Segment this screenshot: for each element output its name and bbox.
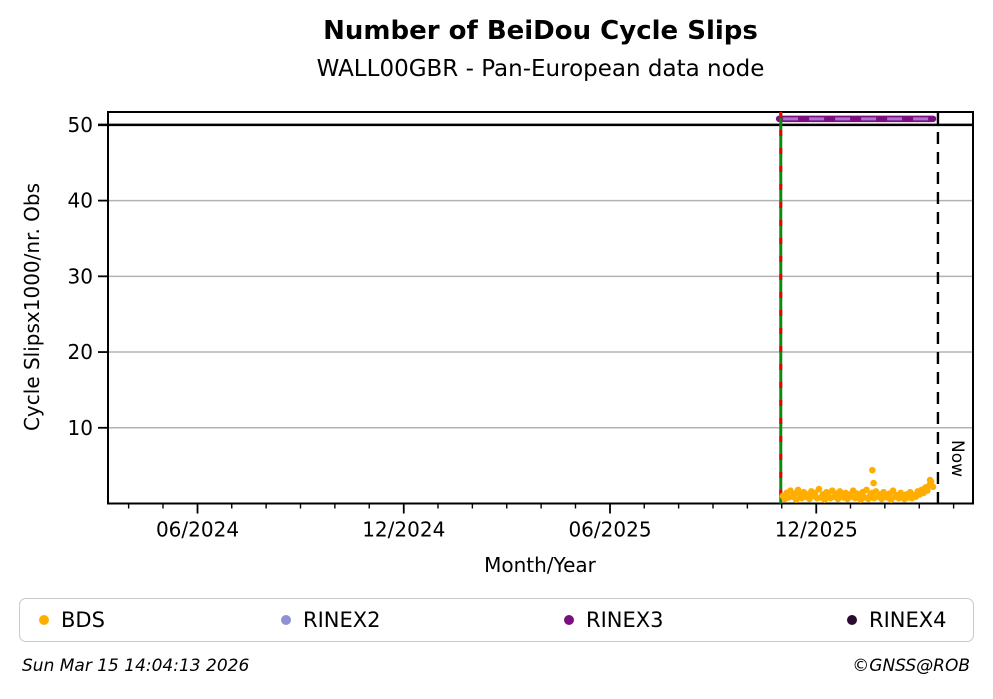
legend-label: BDS <box>61 607 105 632</box>
y-tick-label: 40 <box>68 189 93 213</box>
legend-label: RINEX4 <box>869 607 947 632</box>
now-label: Now <box>947 440 967 477</box>
timestamp: Sun Mar 15 14:04:13 2026 <box>22 656 250 676</box>
y-axis-title: Cycle Slipsx1000/nr. Obs <box>20 182 44 432</box>
legend-label: RINEX2 <box>303 607 381 632</box>
legend-item-rinex4: RINEX4 <box>847 599 947 640</box>
rinex4-marker-icon <box>847 614 857 625</box>
y-tick-label: 10 <box>68 416 93 440</box>
bds-outlier-point <box>926 476 934 484</box>
footer: Sun Mar 15 14:04:13 2026 ©GNSS@ROB <box>22 656 970 676</box>
chart-title: Number of BeiDou Cycle Slips <box>323 16 758 46</box>
bds-point <box>792 496 800 504</box>
legend-item-bds: BDS <box>39 599 105 640</box>
bds-point <box>929 483 937 491</box>
bds-outlier-point <box>870 479 877 487</box>
legend-item-rinex3: RINEX3 <box>564 599 664 640</box>
legend: BDS RINEX2 RINEX3 RINEX4 <box>19 598 974 642</box>
bds-point <box>923 487 931 494</box>
bds-point <box>815 485 823 493</box>
y-tick-label: 20 <box>68 340 93 364</box>
chart-subtitle: WALL00GBR - Pan-European data node <box>316 56 765 82</box>
x-tick-label: 06/2025 <box>568 518 651 542</box>
bds-marker-icon <box>39 614 49 625</box>
credit: ©GNSS@ROB <box>852 656 970 676</box>
x-tick-label: 12/2024 <box>362 518 445 542</box>
bds-outlier-point <box>869 466 876 474</box>
bds-point <box>794 486 802 494</box>
rinex3-marker-icon <box>564 614 574 625</box>
y-tick-label: 50 <box>68 113 93 137</box>
legend-label: RINEX3 <box>586 607 664 632</box>
bds-point <box>889 487 897 494</box>
x-tick-label: 06/2024 <box>156 518 239 542</box>
y-tick-label: 30 <box>68 264 93 288</box>
x-tick-label: 12/2025 <box>775 518 858 542</box>
plot-border <box>107 111 974 505</box>
bds-point <box>863 486 870 494</box>
x-axis-title: Month/Year <box>484 553 596 577</box>
legend-item-rinex2: RINEX2 <box>281 599 381 640</box>
rinex2-marker-icon <box>281 614 291 625</box>
